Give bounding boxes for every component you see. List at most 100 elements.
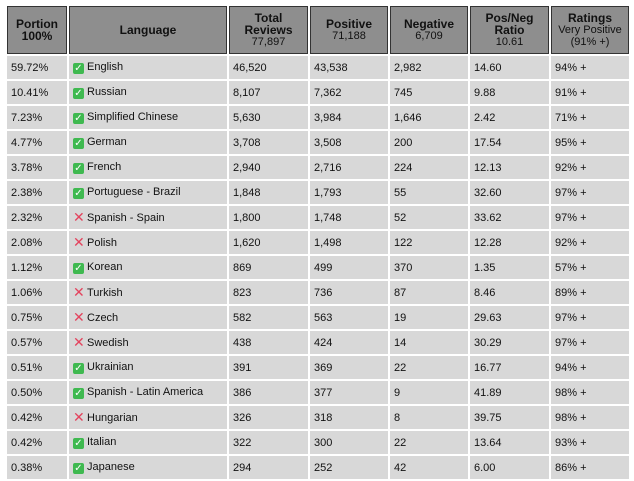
column-header-negative[interactable]: Negative 6,709 bbox=[390, 6, 468, 54]
cell-ratio: 8.46 bbox=[470, 281, 549, 304]
cell-portion: 0.42% bbox=[7, 406, 67, 429]
cell-total-reviews: 2,940 bbox=[229, 156, 308, 179]
column-header-total: 10.61 bbox=[495, 36, 524, 48]
cell-negative: 87 bbox=[390, 281, 468, 304]
cell-language: ✓ Simplified Chinese bbox=[69, 106, 227, 129]
column-header-total: Very Positive (91% +) bbox=[558, 24, 622, 48]
cross-icon: ✕ bbox=[73, 408, 85, 425]
table-row: 0.75% ✕ Czech 582 563 19 29.63 97% + bbox=[7, 306, 629, 329]
table-header: Portion 100% Language Total Reviews 77,8… bbox=[7, 6, 629, 54]
cell-language: ✓ Portuguese - Brazil bbox=[69, 181, 227, 204]
cell-language: ✓ Italian bbox=[69, 431, 227, 454]
cell-ratio: 17.54 bbox=[470, 131, 549, 154]
cell-rating: 97% + bbox=[551, 206, 629, 229]
cell-total-reviews: 322 bbox=[229, 431, 308, 454]
language-name: Portuguese - Brazil bbox=[87, 186, 181, 198]
cell-portion: 1.06% bbox=[7, 281, 67, 304]
column-header-ratio[interactable]: Pos/Neg Ratio 10.61 bbox=[470, 6, 549, 54]
header-row: Portion 100% Language Total Reviews 77,8… bbox=[7, 6, 629, 54]
table-row: 1.06% ✕ Turkish 823 736 87 8.46 89% + bbox=[7, 281, 629, 304]
cell-total-reviews: 869 bbox=[229, 256, 308, 279]
cell-positive: 1,748 bbox=[310, 206, 388, 229]
table-row: 10.41% ✓ Russian 8,107 7,362 745 9.88 91% + bbox=[7, 81, 629, 104]
check-icon: ✓ bbox=[73, 263, 84, 274]
cell-ratio: 9.88 bbox=[470, 81, 549, 104]
language-name: Czech bbox=[87, 311, 119, 324]
check-icon: ✓ bbox=[73, 88, 84, 99]
cell-rating: 57% + bbox=[551, 256, 629, 279]
cell-ratio: 30.29 bbox=[470, 331, 549, 354]
language-name: Turkish bbox=[87, 286, 123, 299]
check-icon: ✓ bbox=[73, 113, 84, 124]
cell-portion: 2.08% bbox=[7, 231, 67, 254]
cell-positive: 499 bbox=[310, 256, 388, 279]
table-row: 3.78% ✓ French 2,940 2,716 224 12.13 92% + bbox=[7, 156, 629, 179]
cell-total-reviews: 5,630 bbox=[229, 106, 308, 129]
cell-positive: 300 bbox=[310, 431, 388, 454]
cell-negative: 22 bbox=[390, 356, 468, 379]
cell-negative: 14 bbox=[390, 331, 468, 354]
cell-language: ✓ Spanish - Latin America bbox=[69, 381, 227, 404]
column-header-positive[interactable]: Positive 71,188 bbox=[310, 6, 388, 54]
cell-positive: 3,984 bbox=[310, 106, 388, 129]
cell-language: ✓ German bbox=[69, 131, 227, 154]
column-header-label: Positive bbox=[325, 17, 373, 31]
cell-ratio: 29.63 bbox=[470, 306, 549, 329]
column-header-label: Total Reviews bbox=[244, 11, 293, 37]
cell-portion: 2.32% bbox=[7, 206, 67, 229]
column-header-language[interactable]: Language bbox=[69, 6, 227, 54]
cell-rating: 98% + bbox=[551, 381, 629, 404]
check-icon: ✓ bbox=[73, 438, 84, 449]
table-row: 0.38% ✓ Japanese 294 252 42 6.00 86% + bbox=[7, 456, 629, 479]
check-icon: ✓ bbox=[73, 163, 84, 174]
cell-ratio: 12.13 bbox=[470, 156, 549, 179]
column-header-label: Language bbox=[119, 23, 177, 37]
cell-rating: 95% + bbox=[551, 131, 629, 154]
cell-language: ✓ Japanese bbox=[69, 456, 227, 479]
cell-negative: 200 bbox=[390, 131, 468, 154]
cell-total-reviews: 326 bbox=[229, 406, 308, 429]
cell-ratio: 33.62 bbox=[470, 206, 549, 229]
column-header-total-reviews[interactable]: Total Reviews 77,897 bbox=[229, 6, 308, 54]
cell-negative: 2,982 bbox=[390, 56, 468, 79]
cell-positive: 2,716 bbox=[310, 156, 388, 179]
cell-rating: 97% + bbox=[551, 306, 629, 329]
cell-portion: 0.42% bbox=[7, 431, 67, 454]
column-header-ratings[interactable]: Ratings Very Positive (91% +) bbox=[551, 6, 629, 54]
cell-language: ✓ Korean bbox=[69, 256, 227, 279]
cell-portion: 1.12% bbox=[7, 256, 67, 279]
reviews-table-container: Portion 100% Language Total Reviews 77,8… bbox=[5, 4, 631, 481]
language-name: Italian bbox=[87, 436, 117, 448]
cell-portion: 59.72% bbox=[7, 56, 67, 79]
column-header-total: 6,709 bbox=[415, 30, 443, 42]
cell-portion: 4.77% bbox=[7, 131, 67, 154]
cell-portion: 0.50% bbox=[7, 381, 67, 404]
cell-negative: 52 bbox=[390, 206, 468, 229]
column-header-portion[interactable]: Portion 100% bbox=[7, 6, 67, 54]
cell-total-reviews: 1,848 bbox=[229, 181, 308, 204]
cell-negative: 370 bbox=[390, 256, 468, 279]
column-header-label: Negative bbox=[403, 17, 455, 31]
language-name: Ukrainian bbox=[87, 361, 134, 373]
cell-positive: 43,538 bbox=[310, 56, 388, 79]
cell-language: ✓ Ukrainian bbox=[69, 356, 227, 379]
language-reviews-table: Portion 100% Language Total Reviews 77,8… bbox=[5, 4, 631, 481]
table-row: 0.51% ✓ Ukrainian 391 369 22 16.77 94% + bbox=[7, 356, 629, 379]
cell-rating: 89% + bbox=[551, 281, 629, 304]
cell-ratio: 39.75 bbox=[470, 406, 549, 429]
cell-ratio: 1.35 bbox=[470, 256, 549, 279]
cell-language: ✕ Czech bbox=[69, 306, 227, 329]
cell-total-reviews: 438 bbox=[229, 331, 308, 354]
cell-rating: 92% + bbox=[551, 231, 629, 254]
cell-rating: 71% + bbox=[551, 106, 629, 129]
cell-negative: 22 bbox=[390, 431, 468, 454]
table-body: 59.72% ✓ English 46,520 43,538 2,982 14.60 94% … bbox=[7, 56, 629, 479]
language-name: Russian bbox=[87, 86, 127, 98]
table-row: 7.23% ✓ Simplified Chinese 5,630 3,984 1,646 2… bbox=[7, 106, 629, 129]
table-row: 4.77% ✓ German 3,708 3,508 200 17.54 95% + bbox=[7, 131, 629, 154]
column-header-label: Portion bbox=[16, 17, 58, 31]
cell-ratio: 41.89 bbox=[470, 381, 549, 404]
cell-total-reviews: 1,620 bbox=[229, 231, 308, 254]
cross-icon: ✕ bbox=[73, 233, 85, 250]
cell-ratio: 2.42 bbox=[470, 106, 549, 129]
